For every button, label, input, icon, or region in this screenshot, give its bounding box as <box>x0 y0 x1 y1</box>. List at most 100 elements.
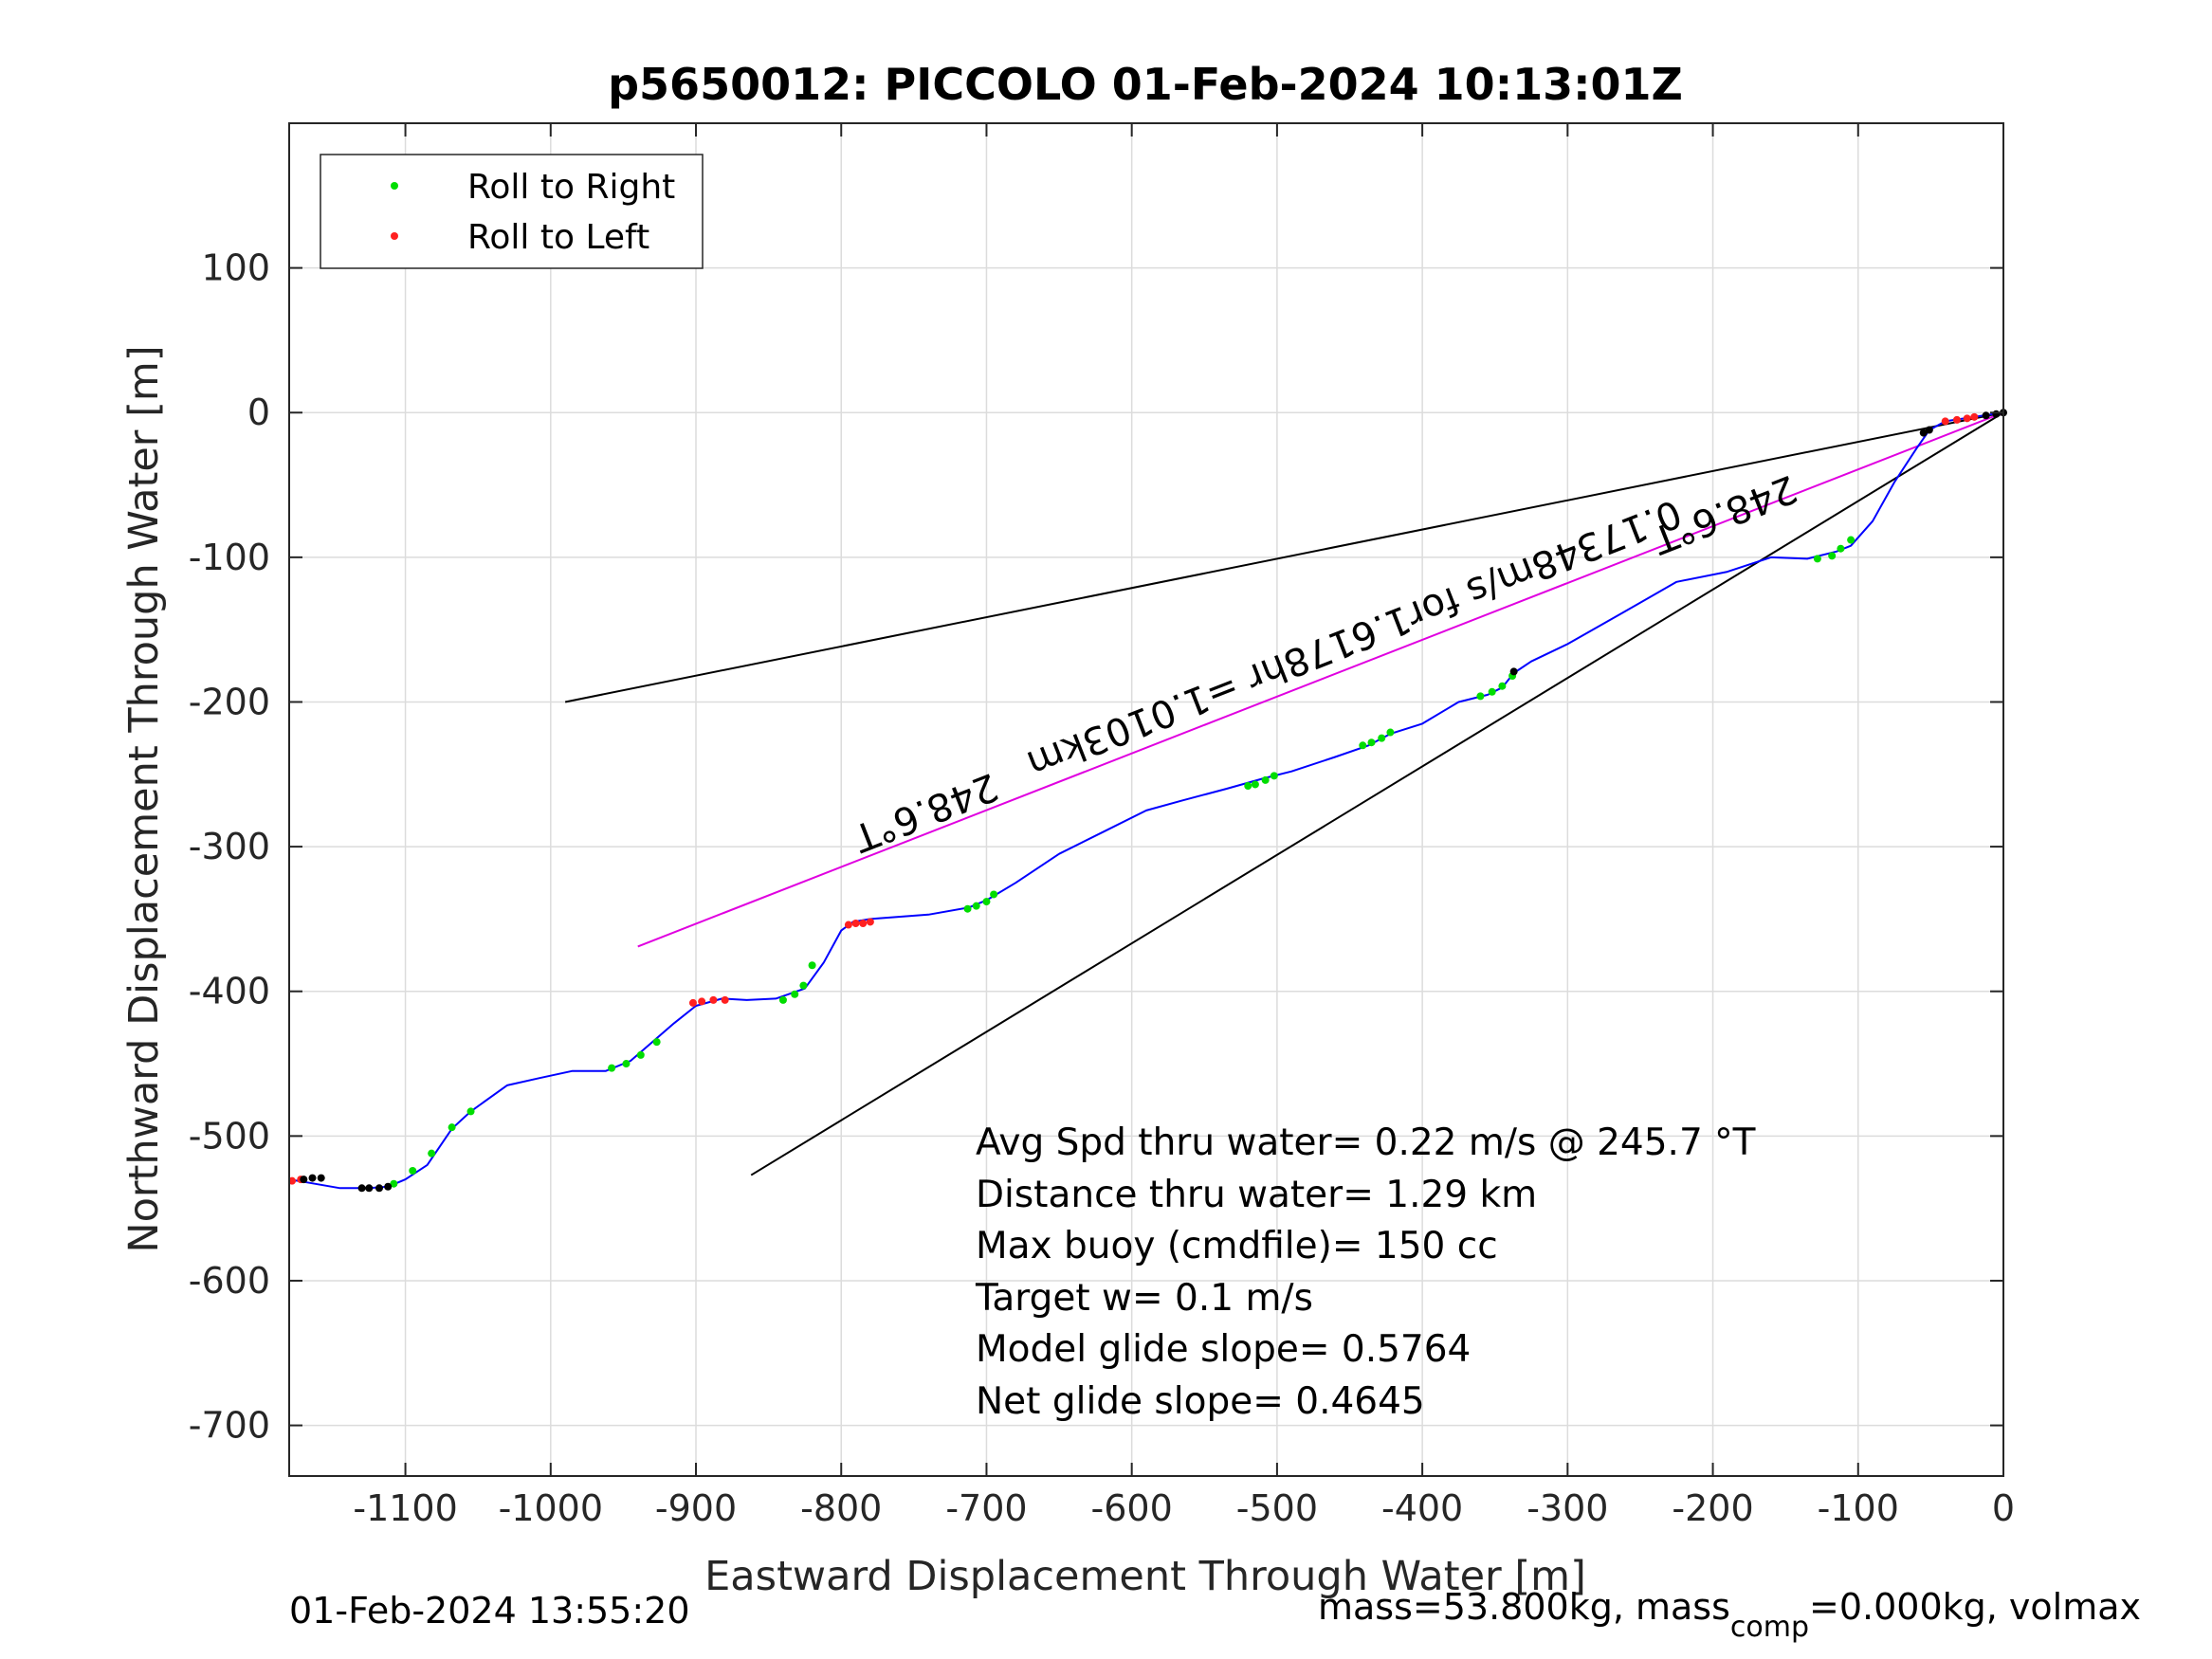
footer-mass-prefix: mass=53.800kg, mass <box>1318 1586 1730 1628</box>
legend-label-roll-left: Roll to Left <box>467 218 649 257</box>
footer-mass-info: mass=53.800kg, masscomp=0.000kg, volmax <box>1318 1586 2141 1644</box>
roll-right-point <box>972 902 980 910</box>
roll-right-point <box>466 1107 475 1116</box>
roll-left-point <box>1963 414 1971 423</box>
stat-net-glide-slope: Net glide slope= 0.4645 <box>976 1380 1425 1423</box>
footer-timestamp: 01-Feb-2024 13:55:20 <box>289 1590 690 1632</box>
roll-right-point <box>1359 741 1367 750</box>
x-tick-label: -1000 <box>499 1487 603 1529</box>
x-tick-label: -300 <box>1526 1487 1608 1529</box>
roll-right-point <box>390 1179 398 1188</box>
x-tick-label: -400 <box>1381 1487 1463 1529</box>
roll-left-point <box>1952 415 1961 424</box>
legend-label-roll-right: Roll to Right <box>467 168 675 207</box>
y-tick-label: 100 <box>201 247 270 289</box>
x-tick-label: -200 <box>1672 1487 1753 1529</box>
x-tick-label: -100 <box>1818 1487 1899 1529</box>
roll-right-point <box>622 1060 631 1068</box>
roll-right-point <box>428 1149 436 1158</box>
y-axis-label: Northward Displacement Through Water [m] <box>120 345 168 1252</box>
roll-right-point <box>1378 734 1386 742</box>
roll-left-point <box>688 998 697 1007</box>
heading-annotation: 0.17348m/s for1.6178hr =1.0103km <box>1021 490 1687 786</box>
footer-mass-suffix: =0.000kg, volmax <box>1809 1586 2141 1628</box>
legend-box <box>320 154 704 269</box>
x-axis-label: Eastward Displacement Through Water [m] <box>704 1553 1586 1600</box>
roll-left-point <box>288 1176 297 1185</box>
x-tick-label: -800 <box>800 1487 882 1529</box>
roll-left-point <box>1970 412 1979 421</box>
track-marker <box>1992 410 2001 418</box>
stat-avg-speed: Avg Spd thru water= 0.22 m/s @ 245.7 °T <box>976 1121 1756 1164</box>
reference-lines <box>564 411 2004 1176</box>
y-tick-label: -500 <box>189 1115 270 1157</box>
roll-points <box>288 409 2007 1193</box>
roll-right-point <box>1270 772 1278 780</box>
track-marker <box>375 1184 383 1193</box>
track-marker <box>357 1184 366 1193</box>
roll-left-point <box>1941 417 1949 426</box>
roll-right-point <box>1488 687 1496 696</box>
roll-right-point <box>652 1038 661 1047</box>
roll-right-point <box>1828 552 1837 560</box>
x-tick-label: 0 <box>1992 1487 2015 1529</box>
x-tick-label: -1100 <box>353 1487 457 1529</box>
axes-frame <box>288 122 2004 1477</box>
track-marker <box>300 1176 308 1184</box>
stats-block: Avg Spd thru water= 0.22 m/s @ 245.7 °T … <box>975 1121 1756 1423</box>
roll-right-point <box>1261 775 1270 784</box>
track-marker <box>384 1182 393 1191</box>
heading-annotation: 248.6°T <box>847 764 1003 860</box>
roll-right-point <box>778 995 787 1004</box>
x-tick-label: -700 <box>945 1487 1027 1529</box>
x-tick-label: -500 <box>1236 1487 1318 1529</box>
roll-left-point <box>851 919 860 927</box>
reference-line <box>637 411 2004 948</box>
roll-right-point <box>1498 682 1507 690</box>
roll-right-point <box>448 1123 456 1132</box>
roll-right-point <box>1847 536 1856 544</box>
grid-lines <box>289 123 2004 1476</box>
track-line <box>288 411 2004 1190</box>
roll-right-point <box>799 981 808 990</box>
track-marker <box>1919 428 1928 437</box>
roll-right-point <box>608 1064 616 1072</box>
footer-mass-subscript: comp <box>1730 1611 1809 1644</box>
glider-track <box>288 411 2004 1190</box>
roll-right-point <box>1813 555 1821 563</box>
y-tick-label: 0 <box>247 392 270 433</box>
roll-left-point <box>866 918 874 926</box>
x-tick-label: -900 <box>655 1487 737 1529</box>
stat-target-w: Target w= 0.1 m/s <box>975 1277 1313 1320</box>
axis-ticks: -1100 -1000 -900 -800 -700 -600 -500 -400 -300 -2… <box>189 123 2015 1529</box>
y-tick-label: -100 <box>189 537 270 578</box>
roll-right-point <box>1476 692 1485 701</box>
y-tick-label: -300 <box>189 826 270 867</box>
stat-distance: Distance thru water= 1.29 km <box>976 1174 1537 1216</box>
y-tick-label: -600 <box>189 1260 270 1302</box>
roll-left-point <box>721 995 729 1004</box>
roll-right-point <box>982 898 991 906</box>
roll-left-point <box>698 997 706 1006</box>
roll-left-point <box>859 919 868 927</box>
stat-max-buoy: Max buoy (cmdfile)= 150 cc <box>976 1225 1498 1267</box>
roll-left-point <box>844 921 852 929</box>
y-tick-label: -200 <box>189 681 270 722</box>
track-marker <box>317 1174 325 1182</box>
roll-right-point <box>409 1166 417 1175</box>
reference-line <box>564 411 2004 703</box>
roll-right-point <box>990 890 998 899</box>
roll-right-point <box>1367 738 1376 747</box>
track-marker <box>1982 411 1990 420</box>
roll-right-point <box>1251 780 1259 789</box>
roll-right-point <box>808 961 816 970</box>
y-tick-label: -400 <box>189 971 270 1012</box>
y-tick-label: -700 <box>189 1405 270 1447</box>
x-tick-label: -600 <box>1091 1487 1173 1529</box>
roll-right-point <box>1244 782 1252 791</box>
chart-title: p5650012: PICCOLO 01-Feb-2024 10:13:01Z <box>608 59 1683 110</box>
reference-line <box>750 411 2004 1176</box>
roll-right-point <box>963 904 972 913</box>
